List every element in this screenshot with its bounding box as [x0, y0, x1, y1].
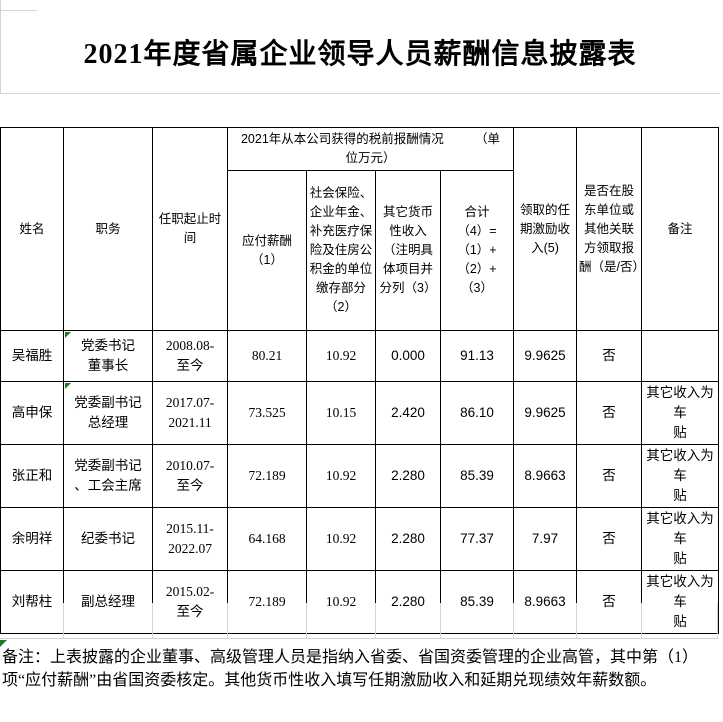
cell-tenure: 2015.11- 2022.07 [152, 507, 228, 571]
header-other-income: 其它货币性收入（注明具体项目并分列（3） [375, 170, 441, 331]
gridline-vertical [375, 603, 376, 639]
header-payable: 应付薪酬 （1） [227, 170, 307, 331]
table-row: 张正和 党委副书记 、工会主席 2010.07- 至今 72.189 10.92 2.28… [0, 444, 719, 508]
gridline-vertical [227, 603, 228, 639]
header-shareholder: 是否在股东单位或其他关联方领取报酬（是/否） [576, 127, 642, 331]
gridline-vertical [641, 603, 642, 639]
cell-indicator-icon [65, 383, 71, 389]
gridline-vertical [306, 603, 307, 639]
cell-other: 2.420 [375, 381, 441, 445]
cell-tenure: 2015.02- 至今 [152, 570, 228, 634]
header-total: 合计 （4）= （1）+ （2）+ （3） [440, 170, 514, 331]
cell-indicator-icon [0, 640, 7, 647]
cell-name: 刘帮柱 [0, 570, 64, 634]
table-row: 吴福胜 党委书记 董事长 2008.08- 至今 80.21 10.92 0.000 91.… [0, 330, 719, 382]
cell-total: 91.13 [440, 330, 514, 382]
gridline-vertical [576, 603, 577, 639]
gridline-vertical [152, 603, 153, 639]
cell-name: 余明祥 [0, 507, 64, 571]
cell-shareholder: 否 [576, 507, 642, 571]
cell-remark: 其它收入为车 贴 [641, 381, 719, 445]
gridline-vertical [440, 603, 441, 639]
gridline-tick [0, 10, 37, 11]
cell-insurance: 10.92 [306, 507, 376, 571]
cell-position: 党委副书记 总经理 [63, 381, 153, 445]
cell-remark [641, 330, 719, 382]
cell-other: 2.280 [375, 507, 441, 571]
cell-tenure: 2010.07- 至今 [152, 444, 228, 508]
cell-incentive: 8.9663 [513, 444, 577, 508]
cell-position: 党委书记 董事长 [63, 330, 153, 382]
header-name: 姓名 [0, 127, 64, 331]
cell-position: 纪委书记 [63, 507, 153, 571]
cell-insurance: 10.92 [306, 330, 376, 382]
page-title: 2021年度省属企业领导人员薪酬信息披露表 [83, 38, 637, 70]
table-row: 刘帮柱 副总经理 2015.02- 至今 72.189 10.92 2.280 85.39 8… [0, 570, 719, 634]
cell-payable: 72.189 [227, 570, 307, 634]
cell-name: 张正和 [0, 444, 64, 508]
note-text: 备注：上表披露的企业董事、高级管理人员是指纳入省委、省国资委管理的企业高管，其中… [2, 649, 699, 689]
cell-remark: 其它收入为车 贴 [641, 444, 719, 508]
cell-payable: 80.21 [227, 330, 307, 382]
cell-insurance: 10.92 [306, 444, 376, 508]
header-remark: 备注 [641, 127, 719, 331]
cell-shareholder: 否 [576, 330, 642, 382]
header-position: 职务 [63, 127, 153, 331]
cell-incentive: 9.9625 [513, 330, 577, 382]
header-tenure: 任职起止时间 [152, 127, 228, 331]
cell-insurance: 10.92 [306, 570, 376, 634]
cell-insurance: 10.15 [306, 381, 376, 445]
header-compensation-group: 2021年从本公司获得的税前报酬情况 （单 位万元） [227, 127, 514, 171]
header-term-incentive: 领取的任期激励收入(5) [513, 127, 577, 331]
salary-table: 姓名 职务 任职起止时间 2021年从本公司获得的税前报酬情况 （单 位万元） … [0, 127, 719, 634]
gridline-left [0, 0, 1, 93]
header-insurance: 社会保险、企业年金、补充医疗保险及住房公积金的单位缴存部分（2） [306, 170, 376, 331]
gridline-title-bottom [0, 93, 720, 94]
cell-remark: 其它收入为车 贴 [641, 570, 719, 634]
cell-shareholder: 否 [576, 444, 642, 508]
empty-sheet-row [0, 603, 718, 639]
cell-payable: 72.189 [227, 444, 307, 508]
note: 备注：上表披露的企业董事、高级管理人员是指纳入省委、省国资委管理的企业高管，其中… [0, 640, 723, 692]
cell-remark: 其它收入为车 贴 [641, 507, 719, 571]
table-row: 余明祥 纪委书记 2015.11- 2022.07 64.168 10.92 2.280 7… [0, 507, 719, 571]
cell-incentive: 9.9625 [513, 381, 577, 445]
cell-other: 2.280 [375, 444, 441, 508]
cell-position: 党委副书记 、工会主席 [63, 444, 153, 508]
cell-name: 吴福胜 [0, 330, 64, 382]
gridline-vertical [717, 603, 718, 639]
table-row: 高申保 党委副书记 总经理 2017.07- 2021.11 73.525 10.15 2… [0, 381, 719, 445]
cell-total: 86.10 [440, 381, 514, 445]
cell-tenure: 2008.08- 至今 [152, 330, 228, 382]
cell-name: 高申保 [0, 381, 64, 445]
cell-total: 85.39 [440, 444, 514, 508]
cell-payable: 73.525 [227, 381, 307, 445]
cell-total: 77.37 [440, 507, 514, 571]
cell-shareholder: 否 [576, 570, 642, 634]
gridline-vertical [513, 603, 514, 639]
cell-incentive: 7.97 [513, 507, 577, 571]
cell-other: 2.280 [375, 570, 441, 634]
cell-indicator-icon [65, 332, 71, 338]
cell-shareholder: 否 [576, 381, 642, 445]
cell-tenure: 2017.07- 2021.11 [152, 381, 228, 445]
gridline-vertical [63, 603, 64, 639]
cell-other: 0.000 [375, 330, 441, 382]
cell-position: 副总经理 [63, 570, 153, 634]
cell-payable: 64.168 [227, 507, 307, 571]
